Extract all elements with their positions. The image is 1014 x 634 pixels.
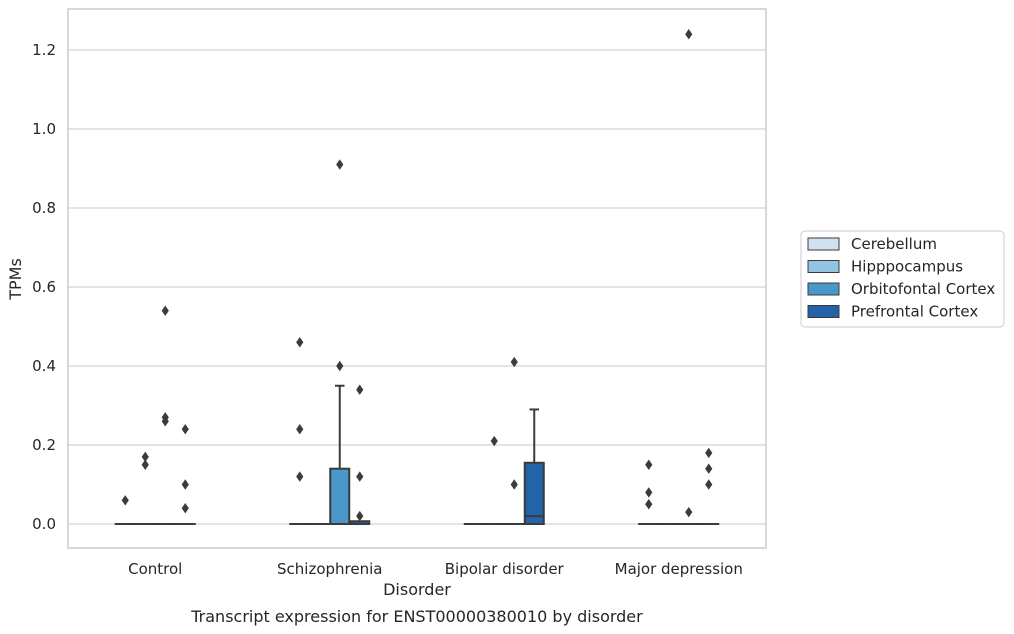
legend-item: Prefrontal Cortex <box>807 303 978 321</box>
legend-item: Hipppocampus <box>807 258 963 276</box>
box-group <box>154 305 176 526</box>
outlier-point <box>336 159 344 170</box>
box-group <box>289 337 311 526</box>
outlier-point <box>181 479 189 490</box>
x-axis-label: Disorder <box>383 580 451 599</box>
outlier-point <box>356 384 364 395</box>
y-tick-label: 0.8 <box>32 199 56 217</box>
outlier-point <box>356 510 364 522</box>
outlier-point <box>685 29 693 40</box>
y-tick-labels: 0.0 0.2 0.4 0.6 0.8 1.0 1.2 <box>32 41 56 533</box>
x-tick-label: Major depression <box>615 560 743 578</box>
outlier-point <box>181 503 189 514</box>
x-tick-label: Schizophrenia <box>277 560 382 578</box>
grid-lines <box>68 49 766 525</box>
outlier-point <box>121 495 129 506</box>
outlier-point <box>161 412 169 423</box>
outlier-point <box>510 479 518 490</box>
x-tick-labels: Control Schizophrenia Bipolar disorder Majo… <box>128 560 743 578</box>
legend-item: Orbitofontal Cortex <box>807 280 995 298</box>
outlier-point <box>685 506 693 518</box>
box-rect <box>523 461 545 525</box>
chart-caption: Transcript expression for ENST0000038001… <box>190 607 643 626</box>
outlier-point <box>296 337 304 348</box>
outlier-point <box>645 459 653 470</box>
legend-label: Hipppocampus <box>851 258 963 276</box>
outlier-point <box>141 451 149 463</box>
plot-frame <box>67 8 767 549</box>
outlier-point <box>645 487 653 498</box>
outlier-point <box>510 356 518 368</box>
y-tick-label: 1.2 <box>32 41 56 59</box>
box-rect <box>329 467 351 526</box>
y-tick-label: 0.6 <box>32 278 56 296</box>
box-group <box>698 447 720 526</box>
outlier-point <box>141 459 149 470</box>
box-marks <box>114 29 720 526</box>
box-group <box>523 408 545 525</box>
legend-label: Prefrontal Cortex <box>851 303 978 321</box>
outlier-point <box>336 360 344 372</box>
legend-swatch <box>807 237 840 251</box>
y-axis-label: TPMs <box>6 258 25 301</box>
box-group <box>678 29 700 526</box>
x-tick-label: Control <box>128 560 182 578</box>
outlier-point <box>181 424 189 435</box>
box-group <box>483 435 505 526</box>
legend-swatch <box>807 260 840 273</box>
legend-item: Cerebellum <box>807 235 937 253</box>
outlier-point <box>296 471 304 482</box>
outlier-point <box>356 471 364 482</box>
box-group <box>134 451 156 526</box>
legend-frame <box>800 230 1005 328</box>
y-tick-label: 1.0 <box>32 120 56 138</box>
legend-swatch <box>807 282 840 296</box>
legend: Cerebellum Hipppocampus Orbitofontal Corte… <box>800 230 1005 328</box>
outlier-point <box>490 435 498 447</box>
legend-swatch <box>807 305 840 318</box>
box-group <box>329 159 351 526</box>
outlier-point <box>705 463 713 474</box>
x-tick-label: Bipolar disorder <box>445 560 565 578</box>
outlier-point <box>705 479 713 490</box>
box-group <box>503 356 525 526</box>
box-group <box>174 424 196 526</box>
box-group <box>114 495 136 526</box>
outlier-point <box>645 499 653 510</box>
outlier-point <box>705 447 713 459</box>
y-tick-label: 0.2 <box>32 436 56 454</box>
outlier-point <box>161 305 169 316</box>
outlier-point <box>296 424 304 435</box>
legend-label: Cerebellum <box>851 235 937 253</box>
legend-label: Orbitofontal Cortex <box>851 280 995 298</box>
box-group <box>638 459 660 526</box>
y-tick-label: 0.0 <box>32 515 56 533</box>
box-group <box>349 384 371 525</box>
y-tick-label: 0.4 <box>32 357 56 375</box>
